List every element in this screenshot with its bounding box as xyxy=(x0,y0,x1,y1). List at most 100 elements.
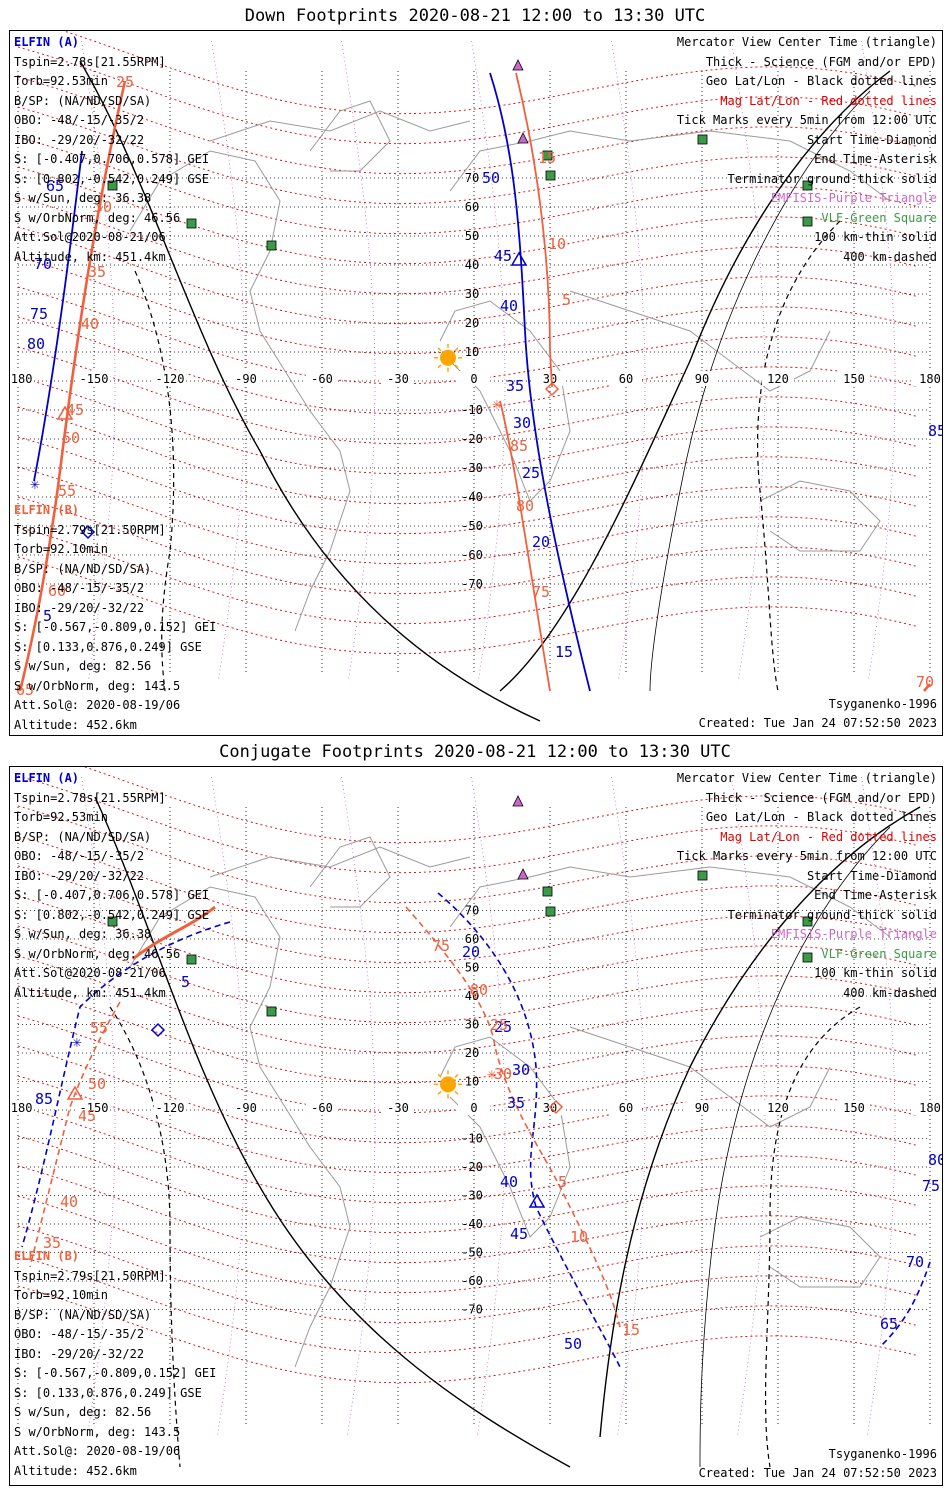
lat-tick-label: -70 xyxy=(461,577,483,591)
tick-label-bg xyxy=(458,371,490,386)
start-diamond xyxy=(80,524,96,540)
vlf-station-icon xyxy=(802,952,813,963)
coastline xyxy=(449,130,891,202)
lat-tick-label: -50 xyxy=(461,1246,483,1260)
elfin-a-line: OBO: -48/-15/-35/2 xyxy=(14,113,145,127)
panel-title: Conjugate Footprints 2020-08-21 12:00 to… xyxy=(219,742,731,762)
elfin-a-tick-label: 80 xyxy=(928,1151,942,1169)
elfin-b-tick-label: 85 xyxy=(510,437,528,455)
elfin-a-line: Att.Sol@2020-08-21/06 xyxy=(14,230,166,244)
model-name: Tsyganenko-1996 xyxy=(828,697,937,711)
elfin-b-track xyxy=(515,72,553,388)
elfin-a-tick-label: 65 xyxy=(46,177,64,195)
legend-terminator: Terminator ground-thick solid xyxy=(727,171,937,186)
tick-label-bg xyxy=(230,371,262,386)
elfin-b-track xyxy=(923,683,931,692)
sun-ray xyxy=(437,1073,442,1078)
lon-tick-label: -150 xyxy=(80,372,109,386)
elfin-a-info: ELFIN (A) Tspin=2.78s[21.55RPM] Torb=92.… xyxy=(14,769,209,1003)
elfin-b-line: B/SP: (NA/ND/SD/SA) xyxy=(14,561,152,576)
elfin-a-info: ELFIN (A) Tspin=2.78s[21.55RPM] Torb=92.… xyxy=(14,33,209,267)
elfin-a-track xyxy=(879,1261,931,1348)
end-asterisk: ✳ xyxy=(487,1064,497,1083)
elfin-a-tick-label: 30 xyxy=(513,414,531,432)
elfin-a-line: B/SP: (NA/ND/SD/SA) xyxy=(14,829,152,844)
elfin-a-tick-label: 5 xyxy=(43,607,52,625)
terminator-400km xyxy=(756,220,841,692)
elfin-b-line: S: [0.133,0.876,0.249] GSE xyxy=(14,639,202,654)
elfin-a-tick-label: 5 xyxy=(181,973,190,991)
legend-vlf: VLF-Green Square xyxy=(821,946,937,961)
view-center-triangle xyxy=(66,1085,84,1100)
vlf-station-icon xyxy=(802,916,813,927)
lat-tick-label: 70 xyxy=(465,171,479,185)
tick-label-bg xyxy=(686,1100,718,1115)
lat-tick-label: -60 xyxy=(461,548,483,562)
lon-tick-label: 150 xyxy=(843,1101,865,1115)
vlf-station-icon xyxy=(186,954,197,965)
tick-label-bg xyxy=(10,371,34,386)
lon-tick-label: 60 xyxy=(619,372,633,386)
elfin-b-line: Torb=92.10min xyxy=(14,1288,108,1302)
coastline xyxy=(759,1216,881,1288)
footprint-map: -180 -150 -120 -90 -60 -30 0 30 60 90 120 150 180 70 6… xyxy=(9,766,943,1486)
elfin-b-line: Altitude: 452.6km xyxy=(14,717,137,732)
lon-tick-label: -30 xyxy=(387,372,409,386)
tick-label-bg xyxy=(154,371,186,386)
emfisis-triangle-icon xyxy=(512,59,524,71)
tick-label-bg xyxy=(382,1100,414,1115)
sun-ray xyxy=(454,1090,459,1095)
coastline xyxy=(569,1026,831,1128)
vlf-station-icon xyxy=(545,906,556,917)
lon-tick-label: 120 xyxy=(767,372,789,386)
sun-ray xyxy=(454,364,459,369)
elfin-b-line: S w/Sun, deg: 82.56 xyxy=(14,1405,152,1419)
tick-label-bg xyxy=(10,1100,34,1115)
tick-label-bg xyxy=(838,1100,870,1115)
tick-label-bg xyxy=(914,371,942,386)
elfin-a-line: S w/OrbNorm, deg: 46.56 xyxy=(14,946,181,961)
lat-tick-label: 40 xyxy=(465,258,479,272)
elfin-a-name: ELFIN (A) xyxy=(14,35,80,49)
elfin-b-tick-label: 60 xyxy=(48,582,66,600)
coastline xyxy=(309,100,391,172)
tick-label-bg xyxy=(306,371,338,386)
elfin-a-track xyxy=(33,150,83,482)
elfin-a-line: Tspin=2.78s[21.55RPM] xyxy=(14,790,166,805)
mag-longitude-line xyxy=(341,776,376,1438)
map-canvas: -180 -150 -120 -90 -60 -30 0 30 60 90 120 150 180 70 6… xyxy=(10,31,942,722)
elfin-b-tick-label: 25 xyxy=(116,73,134,91)
tick-label-bg xyxy=(230,1100,262,1115)
elfin-a-tick-label: 50 xyxy=(482,169,500,187)
map-legend: Mercator View Center Time (triangle) Thi… xyxy=(677,33,937,267)
elfin-a-track xyxy=(21,921,231,1248)
elfin-b-track xyxy=(18,80,127,692)
elfin-a-line: B/SP: (NA/ND/SD/SA) xyxy=(14,93,152,108)
coastline xyxy=(449,866,891,938)
coastline xyxy=(569,290,831,392)
mag-longitude-line xyxy=(471,776,506,1438)
coastline xyxy=(129,886,351,1368)
elfin-b-track xyxy=(29,1001,121,1268)
elfin-b-tick-label: 55 xyxy=(90,1019,108,1037)
lon-tick-label: 60 xyxy=(619,1101,633,1115)
vlf-station-icon xyxy=(186,218,197,229)
mag-longitude-line xyxy=(81,776,116,1438)
lat-tick-label: 20 xyxy=(465,1046,479,1060)
elfin-b-tick-label: 15 xyxy=(538,149,556,167)
mag-longitude-line xyxy=(211,40,246,682)
elfin-b-line: S w/Sun, deg: 82.56 xyxy=(14,659,152,673)
elfin-b-line: B/SP: (NA/ND/SD/SA) xyxy=(14,1307,152,1322)
legend-thick: Thick - Science (FGM and/or EPD) xyxy=(705,54,937,69)
elfin-b-tick-label: 30 xyxy=(94,198,112,216)
elfin-b-line: OBO: -48/-15/-35/2 xyxy=(14,1327,145,1341)
lon-tick-label: 120 xyxy=(767,1101,789,1115)
elfin-a-line: Tspin=2.78s[21.55RPM] xyxy=(14,54,166,69)
lon-tick-label: 0 xyxy=(470,1101,477,1115)
lon-tick-label: -150 xyxy=(80,1101,109,1115)
lat-tick-label: 20 xyxy=(465,316,479,330)
elfin-b-tick-label: 45 xyxy=(66,401,84,419)
lon-tick-label: -180 xyxy=(10,372,32,386)
sun-ray xyxy=(437,347,442,352)
elfin-a-line: S: [0.802,-0.542,0.249] GSE xyxy=(14,171,210,186)
